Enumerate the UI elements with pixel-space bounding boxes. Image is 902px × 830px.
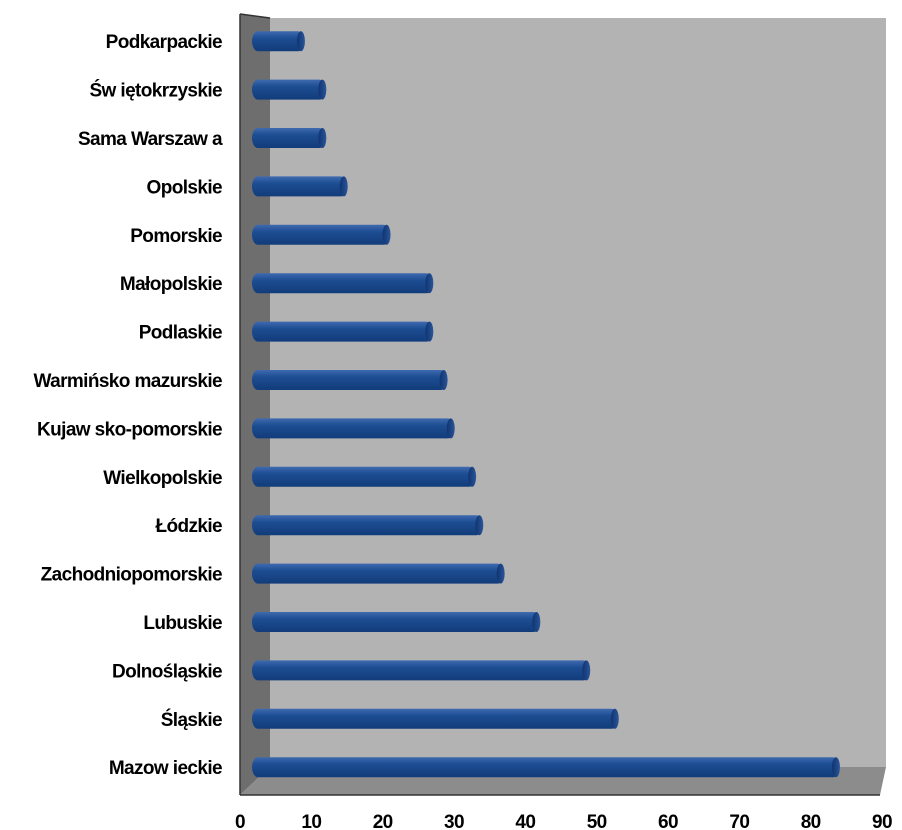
bar-cap	[610, 708, 619, 729]
bar-cap	[425, 321, 434, 342]
bar-cap	[468, 466, 477, 487]
bar	[252, 515, 484, 536]
category-label: Łódzkie	[155, 516, 222, 537]
category-label: Dolnośląskie	[112, 661, 222, 682]
category-label: Zachodniopomorskie	[41, 565, 222, 586]
category-label: Lubuskie	[143, 613, 222, 634]
bar	[252, 757, 840, 778]
bar-cap	[496, 563, 505, 584]
category-label: Kujaw sko-pomorskie	[37, 419, 222, 440]
x-tick-label: 80	[801, 812, 821, 830]
x-tick-label: 60	[658, 812, 678, 830]
bar-cap	[582, 660, 591, 681]
bars	[252, 31, 840, 778]
bar	[252, 466, 477, 487]
x-tick-label: 0	[235, 812, 245, 830]
bar-body	[252, 660, 590, 681]
bar	[252, 321, 434, 342]
bar-body	[252, 708, 618, 729]
bar	[252, 612, 541, 632]
side-wall	[240, 14, 270, 795]
category-label: Śląskie	[161, 709, 222, 731]
category-label: Św iętokrzyskie	[89, 80, 222, 102]
bar-cap	[446, 418, 455, 439]
bar-body	[252, 563, 504, 584]
bar	[252, 370, 448, 390]
x-tick-label: 90	[872, 812, 892, 830]
category-label: Opolskie	[147, 177, 222, 198]
bar-body	[252, 31, 304, 52]
bar	[252, 660, 591, 681]
bar-cap	[425, 273, 434, 294]
bar-body	[252, 273, 433, 294]
bar-body	[252, 466, 476, 487]
category-label: Mazow ieckie	[109, 758, 222, 779]
bar	[252, 708, 619, 729]
category-label: Warmińsko mazurskie	[33, 371, 222, 392]
category-label: Podkarpackie	[106, 32, 222, 53]
bar-body	[252, 224, 390, 245]
top-edge	[239, 13, 271, 19]
x-axis-ticks: 0 10 20 30 40 50 60 70 80 90	[235, 812, 893, 830]
bar-body	[252, 128, 326, 148]
x-tick-label: 50	[587, 812, 607, 830]
x-tick-label: 20	[373, 812, 393, 830]
bar	[252, 31, 305, 52]
bar-body	[252, 757, 839, 778]
bar-body	[252, 370, 447, 390]
x-tick-label: 70	[729, 812, 749, 830]
bar-cap	[439, 370, 448, 390]
bar-cap	[382, 224, 391, 245]
category-label: Wielkopolskie	[103, 468, 222, 489]
bar	[252, 79, 327, 100]
bar	[252, 273, 434, 294]
category-label: Małopolskie	[120, 274, 222, 295]
bar	[252, 176, 348, 197]
bar-cap	[296, 31, 305, 52]
bar	[252, 563, 505, 584]
bar-cap	[532, 612, 541, 632]
category-label: Sama Warszaw a	[78, 129, 223, 150]
bar-body	[252, 321, 433, 342]
bar-cap	[339, 176, 348, 197]
bar-cap	[318, 128, 327, 148]
bar-body	[252, 515, 483, 536]
bar-cap	[475, 515, 484, 536]
bar-body	[252, 612, 540, 632]
bar	[252, 418, 455, 439]
bar-body	[252, 79, 326, 100]
x-tick-label: 10	[301, 812, 321, 830]
back-wall	[270, 18, 886, 767]
bar-body	[252, 418, 454, 439]
bar-cap	[831, 757, 840, 778]
bar	[252, 224, 391, 245]
bar	[252, 128, 327, 148]
bar-cap	[318, 79, 327, 100]
category-labels: Podkarpackie Św iętokrzyskie Sama Warszaw …	[33, 32, 223, 779]
bar-body	[252, 176, 347, 197]
x-tick-label: 30	[444, 812, 464, 830]
category-label: Podlaskie	[139, 323, 222, 344]
x-tick-label: 40	[515, 812, 535, 830]
category-label: Pomorskie	[130, 226, 222, 247]
